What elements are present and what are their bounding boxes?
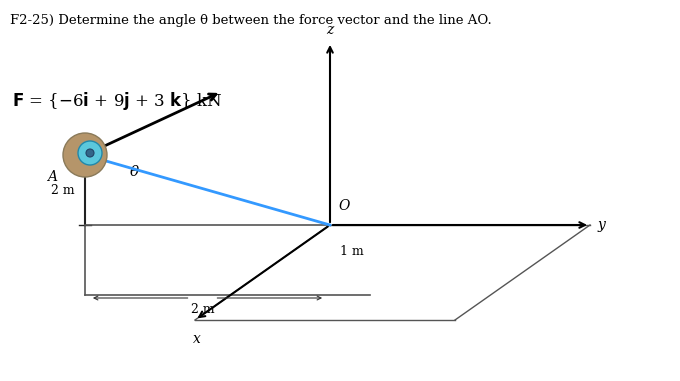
Text: 2 m: 2 m xyxy=(190,303,214,316)
Text: O: O xyxy=(338,199,350,213)
Text: F2-25) Determine the angle θ between the force vector and the line AO.: F2-25) Determine the angle θ between the… xyxy=(10,14,492,27)
Circle shape xyxy=(63,133,107,177)
Circle shape xyxy=(86,149,94,157)
Text: θ: θ xyxy=(130,165,139,179)
Text: z: z xyxy=(326,23,334,37)
Text: 2 m: 2 m xyxy=(52,184,75,197)
Text: $\mathbf{F}$ = {$-$6$\mathbf{i}$ + 9$\mathbf{j}$ + 3 $\mathbf{k}$} kN: $\mathbf{F}$ = {$-$6$\mathbf{i}$ + 9$\ma… xyxy=(12,90,222,112)
Text: 1 m: 1 m xyxy=(340,245,364,258)
Text: A: A xyxy=(47,170,57,184)
Text: x: x xyxy=(193,332,201,346)
Text: y: y xyxy=(598,218,606,232)
Circle shape xyxy=(78,141,102,165)
